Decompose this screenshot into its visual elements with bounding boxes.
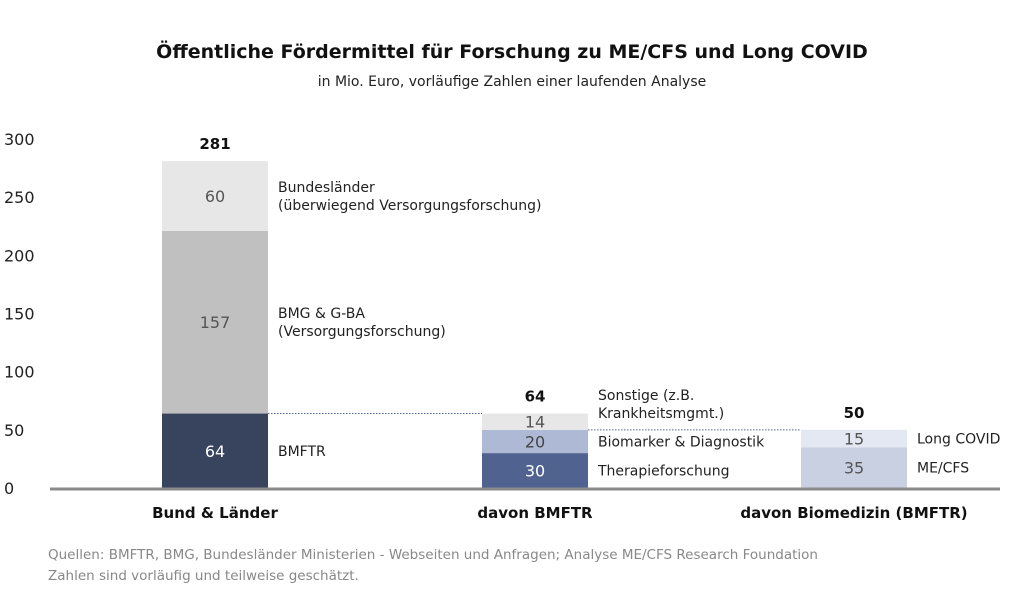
segment-name-label: BMFTR [278,444,326,460]
x-category-label: davon BMFTR [477,504,593,522]
bar-segment [162,413,268,488]
bar-segment [482,429,588,454]
bar-stack: 30 Therapieforschung 20 Biomarker & Diagnos… [482,388,765,488]
segment-value-label: 20 [525,432,545,451]
bar-stack: 35 ME/CFS 15 Long COVID 50 [801,404,1000,488]
segment-value-label: 30 [525,462,545,481]
segment-name-label: Long COVID [917,432,1000,448]
segment-value-label: 64 [205,442,225,461]
segment-name-label: Biomarker & Diagnostik [598,434,765,450]
segment-name-label: Therapieforschung [597,464,730,480]
y-tick-label: 0 [4,479,14,498]
bar-segment [801,447,907,488]
x-category-label: Bund & Länder [152,504,278,522]
bar-segment [162,161,268,231]
chart-title: Öffentliche Fördermittel für Forschung z… [156,39,868,63]
x-category-label: davon Biomedizin (BMFTR) [740,504,967,522]
bar-segment [801,429,907,448]
y-tick-label: 50 [4,421,24,440]
segment-value-label: 157 [200,313,231,332]
segment-value-label: 14 [525,413,545,432]
source-line-2: Zahlen sind vorläufig und teilweise gesc… [48,568,359,584]
bar-segment [162,230,268,414]
y-tick-label: 150 [4,305,35,324]
segment-name-label: (überwiegend Versorgungsforschung) [278,198,542,214]
chart-subtitle: in Mio. Euro, vorläufige Zahlen einer la… [318,74,707,90]
segment-name-label: ME/CFS [917,461,969,477]
segment-name-label: Sonstige (z.B. [598,388,694,404]
source-line-1: Quellen: BMFTR, BMG, Bundesländer Minist… [48,547,818,563]
segment-name-label: Bundesländer [278,180,375,196]
bar-total-label: 281 [199,135,230,153]
y-tick-label: 300 [4,130,35,149]
segment-value-label: 15 [844,430,864,449]
bar-stack: 64 BMFTR 157 BMG & G-BA (Versorgungsforschun… [162,135,542,488]
y-tick-label: 200 [4,246,35,265]
bar-segment [482,453,588,488]
bar-total-label: 64 [525,388,546,406]
segment-value-label: 35 [844,459,864,478]
segment-name-label: BMG & G-BA [278,306,365,322]
segment-value-label: 60 [205,187,225,206]
y-tick-label: 100 [4,363,35,382]
segment-name-label: (Versorgungsforschung) [278,324,446,340]
bar-total-label: 50 [844,404,865,422]
y-tick-label: 250 [4,188,35,207]
bar-segment [482,413,588,430]
segment-name-label: Krankheitsmgmt.) [598,406,724,422]
